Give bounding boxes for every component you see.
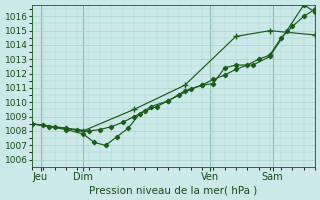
X-axis label: Pression niveau de la mer( hPa ): Pression niveau de la mer( hPa ) (90, 185, 258, 195)
